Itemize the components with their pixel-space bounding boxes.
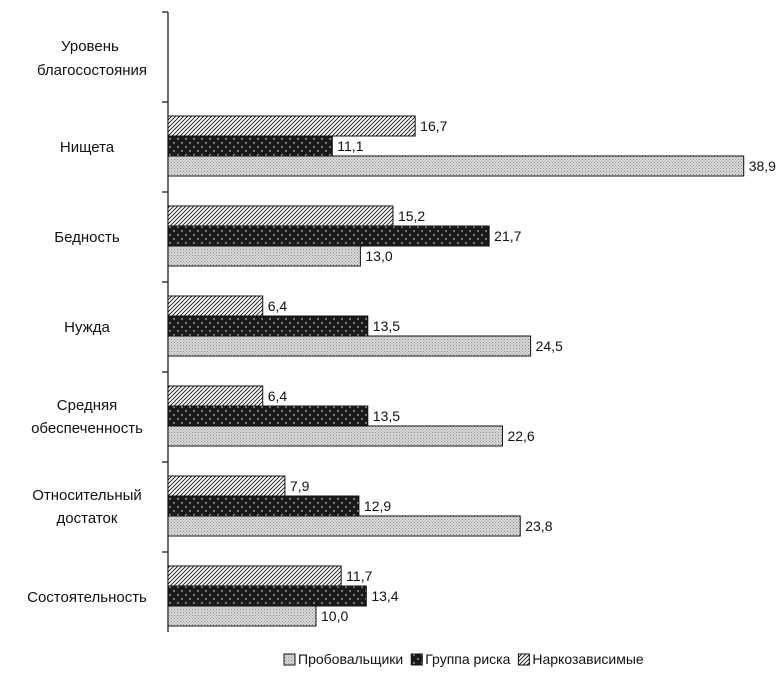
- category-label-нужда: Нужда: [64, 319, 110, 336]
- category-label-состоятельность: Состоятельность: [27, 589, 147, 606]
- category-labels: Нищета Бедность Нужда Средняя обеспеченность…: [27, 139, 147, 606]
- legend-swatch-пробовальщики: [283, 653, 296, 666]
- value-label-группа-риска-нищета: 11,1: [337, 138, 363, 154]
- category-label-нищета: Нищета: [60, 139, 115, 156]
- value-label-группа-риска-средняя-обеспеченность: 13,5: [373, 408, 400, 424]
- legend: Пробовальщики Группа риска Наркозависимые: [283, 651, 644, 667]
- bar-группа-риска-бедность: [167, 225, 490, 247]
- value-label-пробовальщики-состоятельность: 10,0: [321, 608, 348, 624]
- value-label-группа-риска-относительный-достаток: 12,9: [364, 498, 391, 514]
- bar-наркозависимые-бедность: [167, 205, 394, 227]
- bar-группа-риска-средняя-обеспеченность: [167, 405, 369, 427]
- bar-наркозависимые-нужда: [167, 295, 264, 317]
- value-label-группа-риска-состоятельность: 13,4: [371, 588, 398, 604]
- bar-группа-риска-относительный-достаток: [167, 495, 360, 517]
- category-ticks: [162, 11, 168, 553]
- value-label-пробовальщики-нужда: 24,5: [536, 338, 563, 354]
- legend-swatch-группа-риска: [410, 653, 423, 666]
- bars: [167, 115, 745, 627]
- bar-наркозависимые-относительный-достаток: [167, 475, 286, 497]
- legend-swatch-наркозависимые: [517, 653, 530, 666]
- category-label-средняя-обеспеченность: Средняя обеспеченность: [31, 397, 143, 437]
- bar-группа-риска-состоятельность: [167, 585, 367, 607]
- axis-label-line-2: благосостояния: [37, 62, 147, 79]
- value-label-наркозависимые-относительный-достаток: 7,9: [290, 478, 310, 494]
- bar-группа-риска-нищета: [167, 135, 333, 157]
- legend-label-наркозависимые: Наркозависимые: [532, 651, 644, 667]
- bar-пробовальщики-состоятельность: [167, 605, 317, 627]
- bar-группа-риска-нужда: [167, 315, 369, 337]
- legend-label-группа-риска: Группа риска: [425, 651, 510, 667]
- bar-пробовальщики-нищета: [167, 155, 745, 177]
- value-label-группа-риска-нужда: 13,5: [373, 318, 400, 334]
- bar-наркозависимые-средняя-обеспеченность: [167, 385, 264, 407]
- bar-пробовальщики-средняя-обеспеченность: [167, 425, 503, 447]
- value-label-пробовальщики-бедность: 13,0: [365, 248, 392, 264]
- value-label-наркозависимые-состоятельность: 11,7: [346, 568, 372, 584]
- bar-пробовальщики-бедность: [167, 245, 361, 267]
- value-label-наркозависимые-нищета: 16,7: [420, 118, 447, 134]
- value-labels: 16,7 11,1 38,9 15,2 21,7 13,0 6,4 13,5 24,5 6,4 13…: [268, 118, 776, 624]
- value-label-пробовальщики-нищета: 38,9: [749, 158, 776, 174]
- value-label-пробовальщики-относительный-достаток: 23,8: [525, 518, 552, 534]
- value-label-наркозависимые-нужда: 6,4: [268, 298, 288, 314]
- bar-пробовальщики-относительный-достаток: [167, 515, 521, 537]
- category-label-бедность: Бедность: [54, 229, 120, 246]
- value-label-пробовальщики-средняя-обеспеченность: 22,6: [507, 428, 534, 444]
- category-label-относительный-достаток: Относительный достаток: [32, 487, 142, 527]
- value-label-наркозависимые-средняя-обеспеченность: 6,4: [268, 388, 288, 404]
- legend-label-пробовальщики: Пробовальщики: [298, 651, 403, 667]
- axis-label: Уровень благосостояния: [37, 38, 147, 79]
- bar-наркозависимые-нищета: [167, 115, 416, 137]
- bar-пробовальщики-нужда: [167, 335, 532, 357]
- value-label-группа-риска-бедность: 21,7: [494, 228, 521, 244]
- bar-наркозависимые-состоятельность: [167, 565, 342, 587]
- axis-label-line-1: Уровень: [61, 38, 119, 55]
- value-label-наркозависимые-бедность: 15,2: [398, 208, 425, 224]
